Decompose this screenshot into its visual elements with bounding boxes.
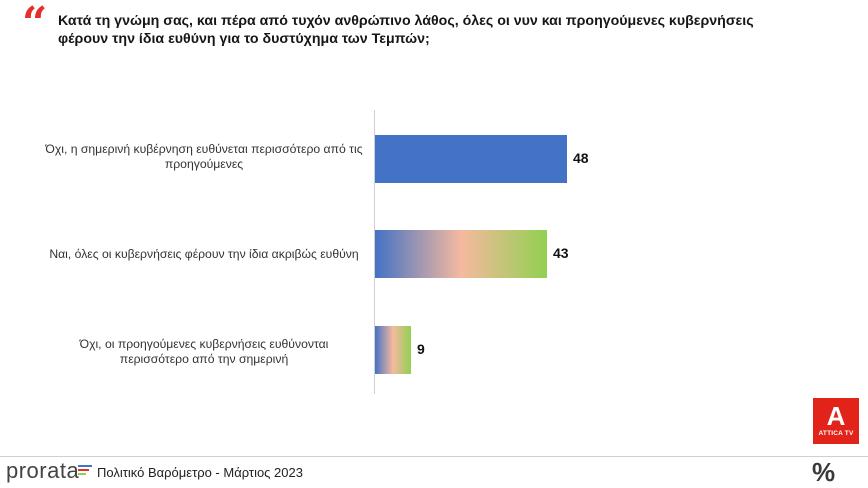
percent-icon: % — [812, 457, 836, 487]
attica-logo-text: ATTICA TV — [818, 430, 854, 437]
survey-label: Πολιτικό Βαρόμετρο - Μάρτιος 2023 — [97, 465, 303, 480]
data-label: 43 — [553, 245, 569, 261]
attica-tv-logo: A ATTICA TV — [813, 398, 859, 444]
prorata-logo: prorata — [6, 458, 80, 483]
category-label: Όχι, οι προηγούμενες κυβερνήσεις ευθύνον… — [79, 337, 329, 366]
prorata-mark-icon — [78, 465, 92, 479]
quote-mark-icon: “ — [22, 0, 48, 49]
data-label: 9 — [417, 341, 425, 357]
data-label: 48 — [573, 150, 589, 166]
bar-chart — [375, 135, 567, 374]
bar — [375, 230, 547, 278]
bar — [375, 135, 567, 183]
category-axis — [374, 110, 375, 394]
footer-divider — [0, 456, 868, 457]
question-title: Κατά τη γνώμη σας, και πέρα από τυχόν αν… — [58, 13, 754, 47]
category-label: Ναι, όλες οι κυβερνήσεις φέρουν την ίδια… — [49, 247, 359, 261]
category-label: Όχι, η σημερινή κυβέρνηση ευθύνεται περι… — [45, 142, 363, 171]
bar — [375, 326, 411, 374]
attica-logo-glyph: A — [826, 401, 846, 431]
